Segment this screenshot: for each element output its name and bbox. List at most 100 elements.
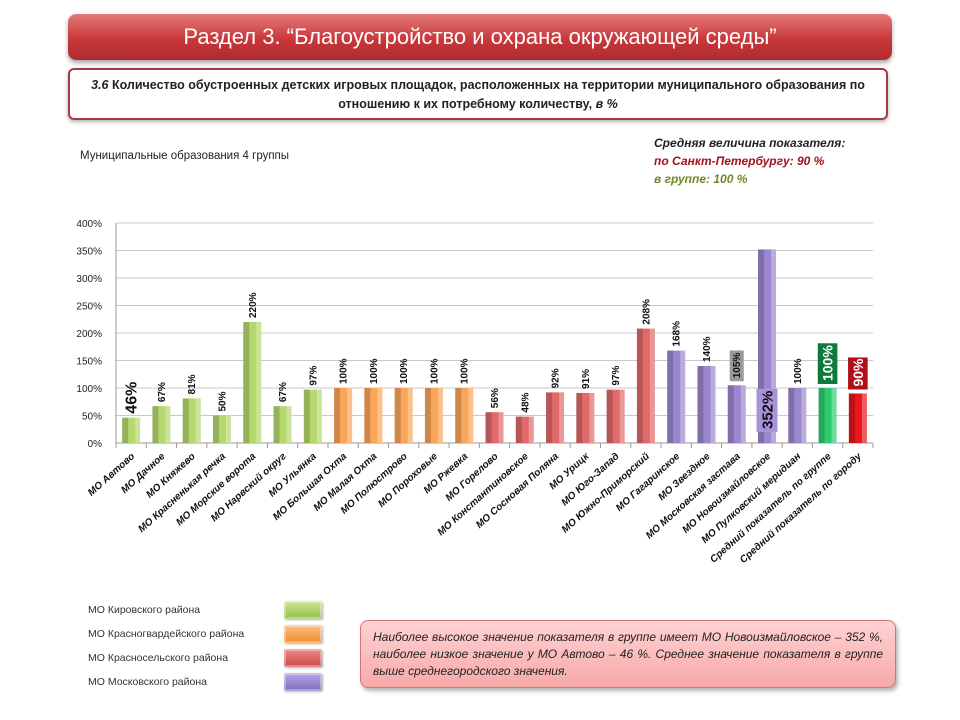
- legend-item: МО Красногвардейского района: [88, 622, 322, 646]
- group-label: Муниципальные образования 4 группы: [80, 150, 290, 162]
- bar: [303, 389, 322, 443]
- bar-highlight: [377, 388, 383, 443]
- bar-shade: [182, 398, 189, 443]
- data-label: 100%: [460, 358, 471, 384]
- bar-highlight: [771, 249, 777, 443]
- bar: [273, 406, 292, 443]
- bar-shade: [636, 328, 643, 443]
- bar-shade: [606, 389, 613, 443]
- bar: [576, 392, 595, 443]
- bar-shade: [394, 388, 401, 443]
- legend-label: МО Красногвардейского района: [88, 628, 245, 640]
- bar-highlight: [256, 322, 262, 443]
- bar-highlight: [589, 392, 595, 443]
- data-label: 91%: [581, 369, 592, 389]
- bar: [546, 392, 565, 443]
- data-label: 100%: [339, 358, 350, 384]
- bar: [636, 328, 655, 443]
- bar-highlight: [710, 366, 716, 443]
- bar-highlight: [559, 392, 565, 443]
- data-label: 220%: [248, 292, 259, 318]
- legend-swatch: [284, 625, 322, 643]
- data-label: 100%: [819, 345, 835, 381]
- bar-highlight: [831, 388, 837, 443]
- bar-shade: [758, 249, 765, 443]
- indicator-number: 3.6: [91, 78, 109, 92]
- legend-item: МО Московского района: [88, 670, 322, 694]
- bar: [727, 385, 746, 443]
- bar: [364, 388, 383, 443]
- y-tick-label: 200%: [76, 329, 102, 340]
- data-label: 100%: [399, 358, 410, 384]
- bar: [394, 388, 413, 443]
- bar-highlight: [347, 388, 353, 443]
- legend-item: МО Кировского района: [88, 598, 322, 622]
- bar-shade: [576, 392, 583, 443]
- indicator-unit: в %: [595, 97, 618, 111]
- bar-highlight: [165, 406, 171, 443]
- legend-item: МО Красносельского района: [88, 646, 322, 670]
- average-group: в группе: 100 %: [654, 172, 748, 186]
- data-label-badge: [817, 343, 838, 384]
- data-label: 100%: [793, 358, 804, 384]
- bar-highlight: [225, 415, 231, 443]
- bar-shade: [243, 322, 250, 443]
- section-title-text: Раздел 3. “Благоустройство и охрана окру…: [183, 24, 777, 49]
- data-label: 208%: [641, 299, 652, 325]
- data-label-badge: [848, 357, 868, 390]
- bar-shade: [697, 366, 704, 443]
- y-tick-label: 400%: [76, 219, 102, 230]
- bar-highlight: [316, 389, 322, 443]
- bar-shade: [848, 393, 855, 443]
- bar-shade: [546, 392, 553, 443]
- bar-highlight: [437, 388, 443, 443]
- legend-label: МО Московского района: [88, 676, 207, 688]
- bar-shade: [122, 417, 129, 443]
- bar-shade: [788, 388, 795, 443]
- legend-label: МО Кировского района: [88, 604, 201, 616]
- bar: [788, 388, 807, 443]
- data-label-badge: [756, 388, 778, 432]
- bar-shade: [364, 388, 371, 443]
- bar-shade: [515, 416, 522, 443]
- data-label: 67%: [157, 382, 168, 402]
- bar-chart: 0%50%100%150%200%250%300%350%400%46%МО А…: [76, 219, 874, 566]
- data-label: 105%: [732, 353, 743, 379]
- section-title: Раздел 3. “Благоустройство и охрана окру…: [68, 14, 892, 60]
- bar: [424, 388, 443, 443]
- averages-heading: Средняя величина показателя:: [654, 136, 846, 150]
- data-label: 92%: [551, 368, 562, 388]
- legend-swatch: [284, 601, 322, 619]
- y-tick-label: 150%: [76, 357, 102, 368]
- bar-highlight: [861, 393, 867, 443]
- legend-swatch: [284, 673, 322, 691]
- bar: [606, 389, 625, 443]
- bar-highlight: [286, 406, 292, 443]
- data-label: 48%: [520, 392, 531, 412]
- legend: МО Кировского района МО Красногвардейско…: [88, 598, 322, 694]
- data-label: 100%: [369, 358, 380, 384]
- data-label: 56%: [490, 388, 501, 408]
- data-label: 97%: [611, 366, 622, 386]
- bar-shade: [455, 388, 462, 443]
- data-label: 46%: [124, 382, 141, 414]
- bar: [818, 388, 837, 443]
- bar-highlight: [498, 412, 504, 443]
- bar-shade: [667, 350, 674, 443]
- bar-shade: [485, 412, 492, 443]
- bar-highlight: [619, 389, 625, 443]
- bar-highlight: [407, 388, 413, 443]
- bar: [152, 406, 171, 443]
- bar-shade: [152, 406, 159, 443]
- bar-highlight: [801, 388, 807, 443]
- data-label: 168%: [672, 321, 683, 347]
- bar: [485, 412, 504, 443]
- conclusion-note: Наиболее высокое значение показателя в г…: [360, 620, 896, 688]
- y-tick-label: 50%: [82, 412, 102, 423]
- data-label: 100%: [429, 358, 440, 384]
- bar-shade: [424, 388, 431, 443]
- y-tick-label: 100%: [76, 384, 102, 395]
- bar-shade: [212, 415, 219, 443]
- bar: [182, 398, 201, 443]
- bar: [667, 350, 686, 443]
